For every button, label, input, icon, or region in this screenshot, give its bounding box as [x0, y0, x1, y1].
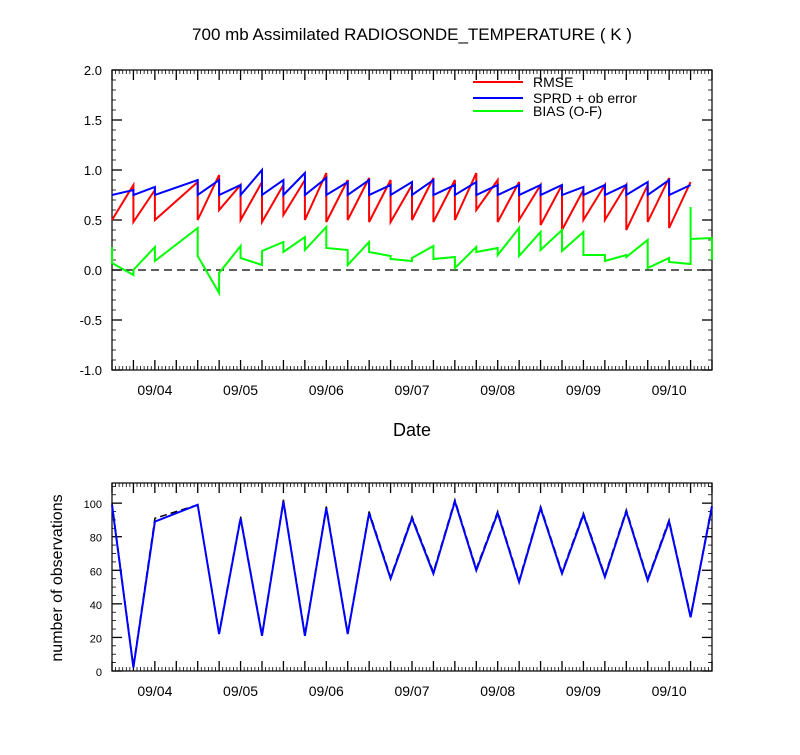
series-line-assimilated	[111, 498, 713, 668]
y-tick-label: -1.0	[80, 363, 102, 378]
plot-frame	[111, 482, 713, 672]
legend-label-sprd: SPRD + ob error	[533, 90, 637, 106]
x-tick-label: 09/07	[394, 683, 429, 699]
y-tick-label: 0.5	[84, 213, 102, 228]
x-tick-label: 09/04	[137, 683, 172, 699]
y-tick-label: 20	[90, 633, 102, 645]
y-tick-label: 40	[90, 600, 102, 612]
series-line-rmse	[111, 172, 692, 231]
x-tick-label: 09/07	[394, 382, 429, 398]
x-tick-label: 09/06	[309, 683, 344, 699]
legend-label-rmse: RMSE	[533, 74, 573, 90]
x-tick-label: 09/09	[566, 382, 601, 398]
observations-panel: 09/04 09/05 09/06 09/07 09/08 09/09 09/10 100 80…	[84, 482, 713, 699]
y-tick-label: 1.5	[84, 113, 102, 128]
y-tick-label: 100	[84, 499, 102, 511]
y-tick-label: -0.5	[80, 313, 102, 328]
y-tick-label: 60	[90, 566, 102, 578]
x-tick-label: 09/10	[652, 683, 687, 699]
x-tick-label: 09/08	[480, 382, 515, 398]
x-axis-label: Date	[393, 420, 431, 440]
x-tick-label: 09/05	[223, 683, 258, 699]
x-tick-label: 09/10	[652, 382, 687, 398]
y-axis-label-observations: number of observations	[49, 494, 66, 661]
chart-title: 700 mb Assimilated RADIOSONDE_TEMPERATUR…	[192, 25, 632, 44]
legend: RMSE SPRD + ob error BIAS (O-F)	[473, 74, 637, 119]
y-tick-label: 2.0	[84, 63, 102, 78]
series-line-bias-o-f	[111, 207, 713, 297]
x-tick-label: 09/05	[223, 382, 258, 398]
series-line-sprd-ob-error	[111, 167, 692, 198]
y-tick-label: 1.0	[84, 163, 102, 178]
x-tick-label: 09/04	[137, 382, 172, 398]
x-tick-label: 09/08	[480, 683, 515, 699]
y-tick-label: 0.0	[84, 263, 102, 278]
x-tick-label: 09/06	[309, 382, 344, 398]
y-tick-label: 0	[96, 667, 102, 679]
statistics-panel: 09/04 09/05 09/06 09/07 09/08 09/09 09/10 2.0 1.…	[80, 63, 713, 398]
legend-label-bias: BIAS (O-F)	[533, 103, 602, 119]
y-tick-label: 80	[90, 533, 102, 545]
x-tick-label: 09/09	[566, 683, 601, 699]
